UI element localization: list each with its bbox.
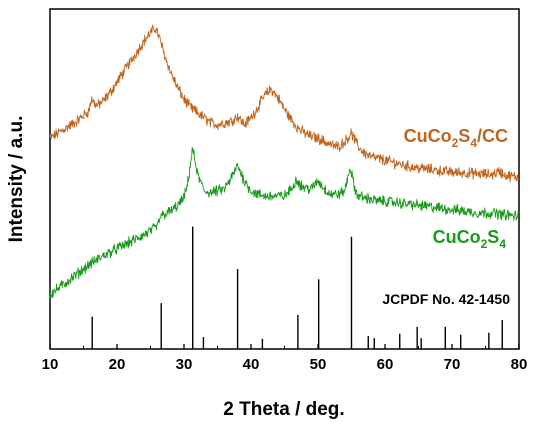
svg-text:CuCo2S4: CuCo2S4 <box>433 227 507 251</box>
x-tick-label: 20 <box>109 356 126 373</box>
series-line-cucos <box>49 146 520 299</box>
series-label-text: /CC <box>477 126 508 146</box>
series-lines <box>49 24 520 299</box>
series-label-text: S <box>458 126 470 146</box>
x-axis-title: 2 Theta / deg. <box>223 399 344 420</box>
x-tick-label: 80 <box>511 356 528 373</box>
y-axis-title: Intensity / a.u. <box>6 116 27 243</box>
reference-label: JCPDF No. 42-1450 <box>382 291 510 307</box>
x-tick-label: 50 <box>310 356 327 373</box>
series-line-cucos-cc <box>49 24 520 183</box>
series-label-subscript: 4 <box>499 237 506 251</box>
x-tick-label: 60 <box>377 356 394 373</box>
reference-peaks <box>91 226 503 349</box>
series-label-text: CuCo <box>433 227 481 247</box>
series-label-subscript: 2 <box>481 237 488 251</box>
series-label-cucos-cc: CuCo2S4/CC <box>404 126 508 150</box>
x-tick-label: 10 <box>42 356 59 373</box>
x-axis-ticks: 10 20 30 40 50 60 70 80 <box>42 344 528 373</box>
x-tick-label: 70 <box>444 356 461 373</box>
series-label-subscript: 4 <box>470 136 477 150</box>
series-label-cucos: CuCo2S4 <box>433 227 507 251</box>
x-tick-label: 40 <box>243 356 260 373</box>
x-tick-label: 30 <box>176 356 193 373</box>
plot-area: 10 20 30 40 50 60 70 80 <box>42 8 528 373</box>
series-label-subscript: 2 <box>452 136 459 150</box>
series-label-text: CuCo <box>404 126 452 146</box>
series-label-text: S <box>487 227 499 247</box>
svg-text:CuCo2S4/CC: CuCo2S4/CC <box>404 126 508 150</box>
